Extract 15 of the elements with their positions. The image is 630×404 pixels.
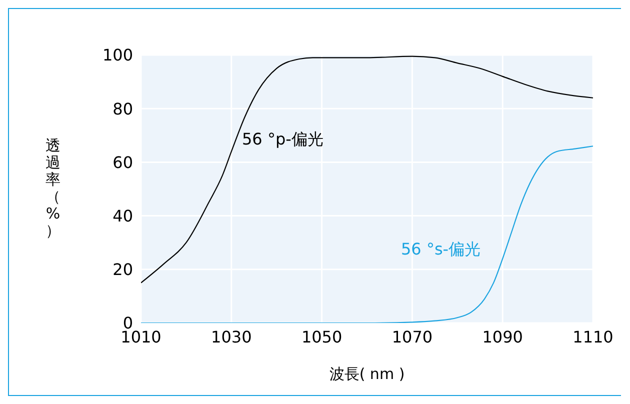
x-axis-title: 波長( nm ) [329, 365, 405, 383]
annotation: 56 °s-偏光 [401, 239, 481, 258]
y-tick-label: 60 [112, 152, 133, 172]
y-tick-label: 80 [112, 99, 133, 118]
y-axis-title: 透過率（%） [46, 136, 60, 240]
x-tick-label: 1090 [482, 327, 523, 346]
y-tick-label: 20 [112, 260, 133, 280]
y-tick-label: 40 [112, 206, 133, 226]
y-tick-label: 100 [102, 46, 133, 65]
frame: 56 °p-偏光 56 °s-偏光 透過率（%） 1010 1030 1050 1070 1090 1110 波長( nm ) 0 20 40 60 80 100 [8, 8, 621, 396]
x-tick-label: 1070 [392, 327, 433, 346]
x-tick-label: 1050 [301, 327, 342, 346]
annotation: 56 °p-偏光 [242, 129, 324, 148]
x-tick-label: 1030 [211, 327, 252, 346]
x-tick-label: 1110 [572, 327, 614, 346]
